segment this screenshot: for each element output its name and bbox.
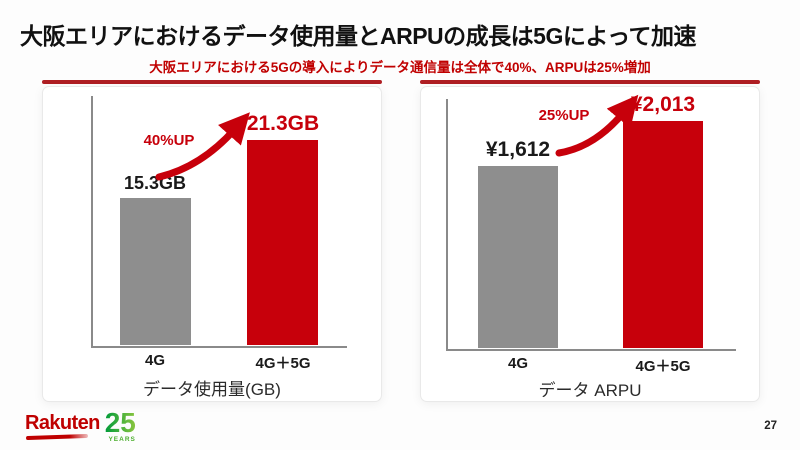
- category-label-4g: 4G: [144, 352, 165, 369]
- slide-subtitle: 大阪エリアにおける5Gの導入によりデータ通信量は全体で40%、ARPUは25%増…: [149, 60, 651, 75]
- y-axis: [446, 99, 448, 351]
- growth-annotation: 25%UP: [538, 107, 590, 124]
- logo-brand-text: Rakuten: [25, 412, 100, 440]
- value-label-4g5g: 21.3GB: [246, 112, 320, 135]
- chart-panel-arpu: ¥1,612 ¥2,013 25%UP 4G 4G＋5G データ ARPU: [420, 80, 760, 402]
- logo-years-block: 25 YEARS: [104, 407, 136, 444]
- red-divider: [420, 80, 760, 84]
- logo-years-label: YEARS: [108, 436, 136, 443]
- chart-axis-title: データ使用量(GB): [143, 380, 281, 399]
- chart-card-data-usage: 15.3GB 21.3GB 40%UP 4G 4G＋5G データ使用量(GB): [42, 86, 382, 402]
- y-axis: [91, 96, 93, 348]
- chart-card-arpu: ¥1,612 ¥2,013 25%UP 4G 4G＋5G データ ARPU: [420, 86, 760, 402]
- chart-axis-title: データ ARPU: [538, 381, 642, 400]
- logo-swoosh-icon: [25, 433, 89, 440]
- logo-years-number: 25: [104, 407, 136, 438]
- page-number: 27: [764, 420, 777, 432]
- value-label-4g: 15.3GB: [123, 173, 187, 193]
- category-label-4g5g: 4G＋5G: [255, 355, 311, 372]
- red-divider: [42, 80, 382, 84]
- x-axis: [446, 349, 736, 351]
- chart-panel-data-usage: 15.3GB 21.3GB 40%UP 4G 4G＋5G データ使用量(GB): [42, 80, 382, 402]
- bar-4g5g: [623, 121, 703, 348]
- rakuten-logo: Rakuten 25 YEARS: [25, 409, 136, 444]
- growth-annotation: 40%UP: [143, 132, 195, 149]
- slide-title: 大阪エリアにおけるデータ使用量とARPUの成長は5Gによって加速: [20, 23, 697, 49]
- category-label-4g5g: 4G＋5G: [635, 358, 691, 375]
- bar-4g5g: [247, 140, 318, 345]
- bar-4g: [478, 166, 558, 348]
- value-label-4g: ¥1,612: [485, 138, 551, 161]
- x-axis: [91, 346, 347, 348]
- logo-brand-label: Rakuten: [25, 412, 100, 434]
- value-label-4g5g: ¥2,013: [630, 93, 696, 116]
- bar-4g: [120, 198, 191, 345]
- category-label-4g: 4G: [507, 355, 528, 372]
